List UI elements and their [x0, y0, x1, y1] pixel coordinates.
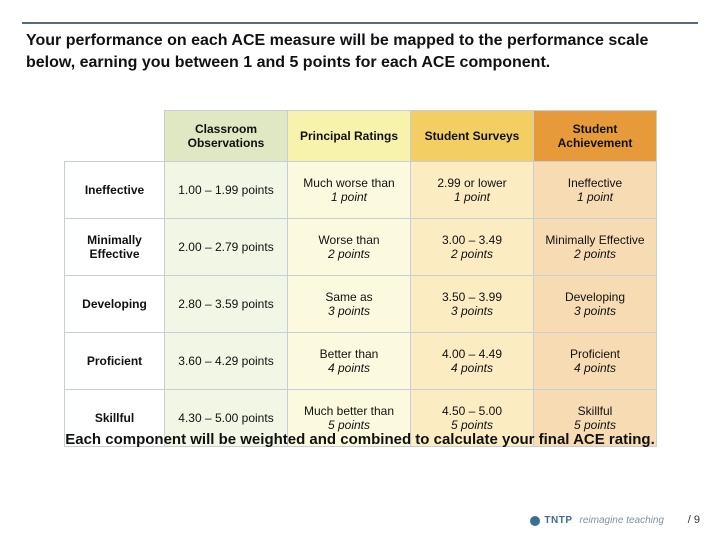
cell-line1: Developing: [538, 290, 652, 304]
scale-table-wrap: Classroom Observations Principal Ratings…: [64, 110, 656, 447]
cell-line2: 2 points: [292, 247, 406, 261]
cell-line1: 4.50 – 5.00: [415, 404, 529, 418]
cell-line1: 2.00 – 2.79 points: [169, 240, 283, 254]
scale-table: Classroom Observations Principal Ratings…: [64, 110, 657, 447]
cell-line1: 3.50 – 3.99: [415, 290, 529, 304]
cell: 3.50 – 3.993 points: [411, 276, 534, 333]
table-row: Proficient3.60 – 4.29 pointsBetter than4…: [65, 333, 657, 390]
cell-line1: Much better than: [292, 404, 406, 418]
cell: Proficient4 points: [534, 333, 657, 390]
cell-line2: 4 points: [292, 361, 406, 375]
cell-line1: Worse than: [292, 233, 406, 247]
cell-line1: Proficient: [538, 347, 652, 361]
row-label: Developing: [65, 276, 165, 333]
cell-line1: 1.00 – 1.99 points: [169, 183, 283, 197]
cell: 1.00 – 1.99 points: [165, 162, 288, 219]
cell: Same as3 points: [288, 276, 411, 333]
col-student-achievement: Student Achievement: [534, 111, 657, 162]
brand: TNTP reimagine teaching: [530, 515, 664, 526]
cell: 2.99 or lower1 point: [411, 162, 534, 219]
cell-line2: 3 points: [292, 304, 406, 318]
cell-line1: 2.99 or lower: [415, 176, 529, 190]
row-label: Minimally Effective: [65, 219, 165, 276]
top-rule: [22, 22, 698, 24]
cell: Much worse than1 point: [288, 162, 411, 219]
cell: Worse than2 points: [288, 219, 411, 276]
table-body: Ineffective 1.00 – 1.99 points Much worse …: [65, 162, 657, 447]
col-classroom-observations: Classroom Observations: [165, 111, 288, 162]
row-label: Ineffective: [65, 162, 165, 219]
row-label: Proficient: [65, 333, 165, 390]
header-row: Classroom Observations Principal Ratings…: [65, 111, 657, 162]
footer-text: Each component will be weighted and comb…: [40, 430, 680, 450]
cell-line2: 3 points: [415, 304, 529, 318]
cell: 2.80 – 3.59 points: [165, 276, 288, 333]
cell-line1: 4.00 – 4.49: [415, 347, 529, 361]
cell-line2: 3 points: [538, 304, 652, 318]
cell-line1: 3.60 – 4.29 points: [169, 354, 283, 368]
cell: Minimally Effective2 points: [534, 219, 657, 276]
cell-line2: 2 points: [538, 247, 652, 261]
brand-tagline: reimagine teaching: [580, 515, 665, 526]
table-row: Minimally Effective 2.00 – 2.79 points Wor…: [65, 219, 657, 276]
corner-cell: [65, 111, 165, 162]
cell-line1: 2.80 – 3.59 points: [169, 297, 283, 311]
cell: Developing3 points: [534, 276, 657, 333]
cell: 3.00 – 3.492 points: [411, 219, 534, 276]
cell-line1: Minimally Effective: [538, 233, 652, 247]
page-number: / 9: [688, 514, 700, 526]
cell: Ineffective1 point: [534, 162, 657, 219]
cell-line2: 1 point: [538, 190, 652, 204]
cell-line2: 2 points: [415, 247, 529, 261]
table-row: Ineffective 1.00 – 1.99 points Much worse …: [65, 162, 657, 219]
table-row: Developing2.80 – 3.59 pointsSame as3 poi…: [65, 276, 657, 333]
cell-line1: 3.00 – 3.49: [415, 233, 529, 247]
cell-line1: Better than: [292, 347, 406, 361]
col-student-surveys: Student Surveys: [411, 111, 534, 162]
cell-line2: 1 point: [292, 190, 406, 204]
cell-line1: Much worse than: [292, 176, 406, 190]
slide: Your performance on each ACE measure wil…: [0, 0, 720, 540]
cell-line2: 1 point: [415, 190, 529, 204]
cell: Better than4 points: [288, 333, 411, 390]
cell-line2: 4 points: [415, 361, 529, 375]
brand-name: TNTP: [544, 515, 572, 526]
slide-title: Your performance on each ACE measure wil…: [26, 30, 694, 73]
cell: 2.00 – 2.79 points: [165, 219, 288, 276]
brand-dot-icon: [530, 516, 540, 526]
cell: 4.00 – 4.494 points: [411, 333, 534, 390]
cell-line1: 4.30 – 5.00 points: [169, 411, 283, 425]
cell: 3.60 – 4.29 points: [165, 333, 288, 390]
cell-line1: Same as: [292, 290, 406, 304]
cell-line2: 4 points: [538, 361, 652, 375]
col-principal-ratings: Principal Ratings: [288, 111, 411, 162]
cell-line1: Ineffective: [538, 176, 652, 190]
cell-line1: Skillful: [538, 404, 652, 418]
